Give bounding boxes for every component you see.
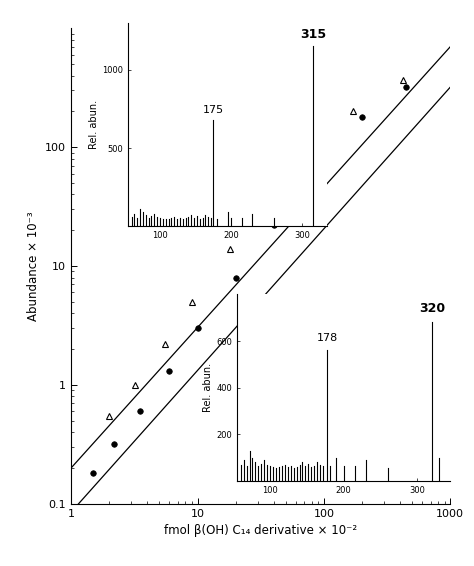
X-axis label: fmol β(OH) C₁₄ derivative × 10⁻²: fmol β(OH) C₁₄ derivative × 10⁻² bbox=[164, 524, 357, 537]
Y-axis label: Rel. abun.: Rel. abun. bbox=[203, 363, 213, 412]
Text: 175: 175 bbox=[203, 105, 224, 115]
Y-axis label: Rel. abun.: Rel. abun. bbox=[89, 100, 100, 149]
Text: 320: 320 bbox=[419, 302, 445, 315]
Text: 315: 315 bbox=[300, 28, 326, 41]
Y-axis label: Abundance × 10⁻³: Abundance × 10⁻³ bbox=[27, 211, 40, 321]
Text: 178: 178 bbox=[317, 333, 338, 344]
